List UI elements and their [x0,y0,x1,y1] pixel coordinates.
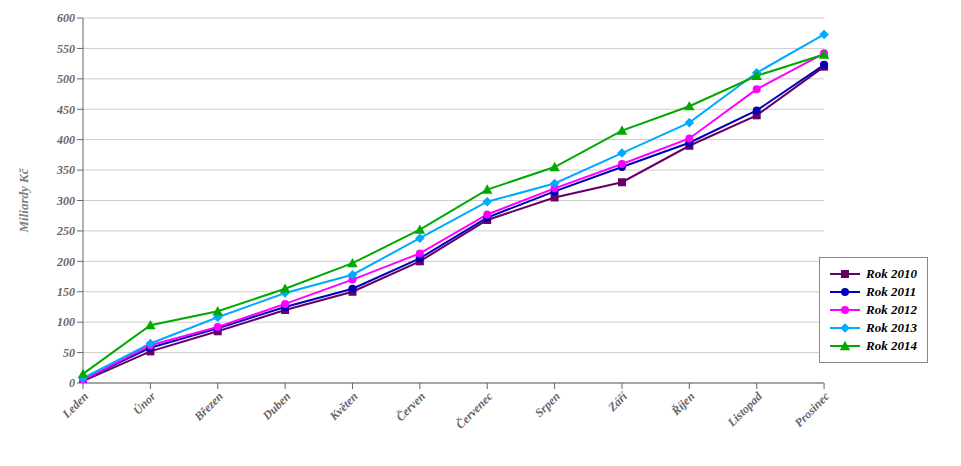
svg-text:450: 450 [56,103,75,117]
html-text:Rok 2013: Rok 2013 [866,320,917,335]
svg-text:50: 50 [63,346,75,360]
svg-text:Květen: Květen [326,389,361,424]
svg-text:600: 600 [57,11,75,25]
svg-text:Září: Září [604,388,631,415]
svg-text:250: 250 [56,224,75,238]
svg-text:Červenec: Červenec [452,388,496,432]
svg-text:350: 350 [56,163,75,177]
svg-text:400: 400 [56,133,75,147]
svg-text:150: 150 [57,285,75,299]
svg-text:Miliardy Kč: Miliardy Kč [16,167,31,233]
svg-text:500: 500 [57,72,75,86]
svg-text:Leden: Leden [59,389,92,422]
svg-text:100: 100 [57,315,75,329]
svg-text:Srpen: Srpen [532,389,563,420]
svg-text:Únor: Únor [130,389,159,418]
svg-text:200: 200 [56,255,75,269]
svg-text:550: 550 [57,42,75,56]
svg-text:Březen: Březen [191,389,226,424]
svg-text:Listopad: Listopad [724,389,765,430]
html-text:Rok 2011: Rok 2011 [866,284,917,299]
svg-text:Říjen: Říjen [668,389,698,419]
svg-text:Červen: Červen [392,388,428,424]
svg-text:Prosinec: Prosinec [792,389,833,430]
html-text:Rok 2012: Rok 2012 [866,302,917,317]
html-text:Rok 2014: Rok 2014 [866,338,917,353]
svg-text:0: 0 [69,376,75,390]
svg-text:300: 300 [56,194,75,208]
svg-text:Duben: Duben [259,389,293,423]
html-text:Rok 2010: Rok 2010 [866,266,917,281]
